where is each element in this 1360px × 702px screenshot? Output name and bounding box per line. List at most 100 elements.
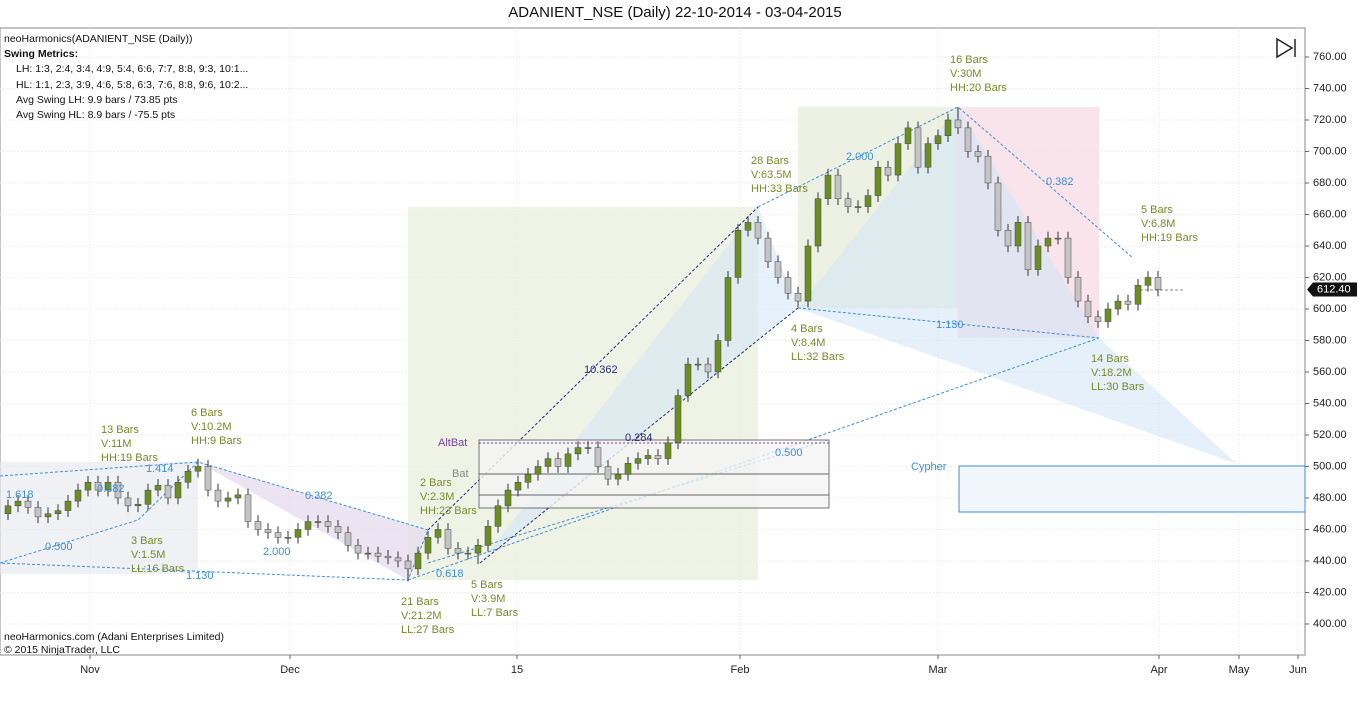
- candle-body: [664, 442, 672, 459]
- header-line: neoHarmonics(ADANIENT_NSE (Daily)): [4, 33, 192, 45]
- x-tick-label: Mar: [929, 664, 948, 676]
- candle-body: [854, 206, 862, 208]
- candle-body: [954, 119, 962, 129]
- candle-body: [654, 455, 662, 459]
- candle-body: [284, 537, 292, 539]
- candle-body: [1024, 222, 1032, 270]
- annotation: 2 Bars: [420, 477, 452, 489]
- play-icon[interactable]: [1276, 37, 1294, 59]
- candle-body: [474, 544, 482, 554]
- y-tick-label: 400.00: [1313, 618, 1347, 630]
- candle-body: [944, 119, 952, 136]
- candle-body: [534, 466, 542, 475]
- line: [757, 106, 1134, 259]
- ratio: 2.000: [846, 151, 874, 163]
- candle-body: [314, 521, 322, 523]
- candle-body: [574, 447, 582, 455]
- candle-body: [684, 363, 692, 396]
- header-line: Avg Swing LH: 9.9 bars / 73.85 pts: [16, 94, 177, 106]
- y-tick-label: 640.00: [1313, 240, 1347, 252]
- ratio: 2.000: [263, 546, 291, 558]
- annotation: 16 Bars: [950, 54, 988, 66]
- candle-body: [4, 505, 12, 514]
- candle-body: [334, 526, 342, 533]
- candle-body: [754, 222, 762, 239]
- candle-body: [364, 552, 372, 555]
- annotation: LL:27 Bars: [401, 624, 455, 636]
- annotation: V:1.5M: [131, 549, 165, 561]
- ratio: 1.130: [936, 319, 964, 331]
- candle-body: [724, 277, 732, 341]
- x-tick-label: Jun: [1289, 664, 1307, 676]
- candle-body: [784, 277, 792, 294]
- header-line: Swing Metrics:: [4, 48, 78, 60]
- toolbar-icon[interactable]: [1276, 37, 1296, 59]
- candle-body: [584, 447, 592, 449]
- candle-body: [154, 485, 162, 491]
- chart-title: ADANIENT_NSE (Daily) 22-10-2014 - 03-04-…: [508, 4, 841, 21]
- candle-body: [264, 529, 272, 533]
- candle-body: [1124, 300, 1132, 305]
- candle-body: [74, 489, 82, 502]
- annotation: 21 Bars: [401, 596, 439, 608]
- y-tick-label: 560.00: [1313, 366, 1347, 378]
- ratio: 0.500: [775, 447, 803, 459]
- annotation: LL:7 Bars: [471, 607, 519, 619]
- candle-body: [104, 481, 112, 491]
- candle-body: [964, 127, 972, 152]
- ratio: 0.500: [45, 541, 73, 553]
- candle-body: [694, 363, 702, 366]
- candle-body: [324, 521, 332, 527]
- candle-body: [614, 474, 622, 480]
- x-tick-label: May: [1229, 664, 1250, 676]
- candle-body: [884, 166, 892, 176]
- header-line: HL: 1:1, 2:3, 3:9, 4:6, 5:8, 6:3, 7:6, 8…: [16, 79, 248, 91]
- candle-body: [414, 552, 422, 570]
- candle-body: [224, 497, 232, 502]
- candle-body: [1034, 245, 1042, 270]
- candle-body: [484, 526, 492, 546]
- candle-body: [604, 466, 612, 480]
- last-price-label: 612.40: [1317, 283, 1351, 295]
- candle-body: [1104, 308, 1112, 322]
- ratio: Cypher: [911, 461, 947, 473]
- candle-body: [214, 489, 222, 502]
- ratio: 1.414: [146, 463, 174, 475]
- annotation: 13 Bars: [101, 424, 139, 436]
- candle-body: [24, 500, 32, 508]
- annotation: 28 Bars: [751, 155, 789, 167]
- candle-body: [924, 143, 932, 168]
- candle-body: [844, 198, 852, 207]
- y-tick-label: 600.00: [1313, 303, 1347, 315]
- ratio: 10.362: [584, 364, 618, 376]
- ratio: AltBat: [438, 437, 467, 449]
- candle-body: [494, 505, 502, 527]
- annotation: 4 Bars: [791, 323, 823, 335]
- y-tick-label: 420.00: [1313, 586, 1347, 598]
- candle-body: [624, 463, 632, 475]
- annotation: 14 Bars: [1091, 353, 1129, 365]
- candle-body: [354, 544, 362, 554]
- annotation: V:18.2M: [1091, 367, 1132, 379]
- candle-body: [34, 507, 42, 518]
- candle-body: [1064, 237, 1072, 278]
- y-tick-label: 720.00: [1313, 114, 1347, 126]
- candle-body: [904, 127, 912, 144]
- ratio: 0.284: [625, 432, 653, 444]
- candle-body: [44, 513, 52, 518]
- candle-body: [14, 500, 22, 507]
- candle-body: [764, 237, 772, 262]
- annotation: 5 Bars: [1141, 204, 1173, 216]
- candle-body: [304, 521, 312, 530]
- candle-body: [384, 555, 392, 559]
- candle-body: [814, 198, 822, 247]
- annotation: HH:20 Bars: [950, 82, 1007, 94]
- candle-body: [1044, 237, 1052, 247]
- candle-body: [714, 340, 722, 373]
- candle-body: [184, 470, 192, 483]
- candle-body: [1114, 300, 1122, 310]
- candle-body: [454, 548, 462, 554]
- ratio: Bat: [452, 468, 469, 480]
- annotation: V:10.2M: [191, 421, 232, 433]
- candle-body: [504, 489, 512, 507]
